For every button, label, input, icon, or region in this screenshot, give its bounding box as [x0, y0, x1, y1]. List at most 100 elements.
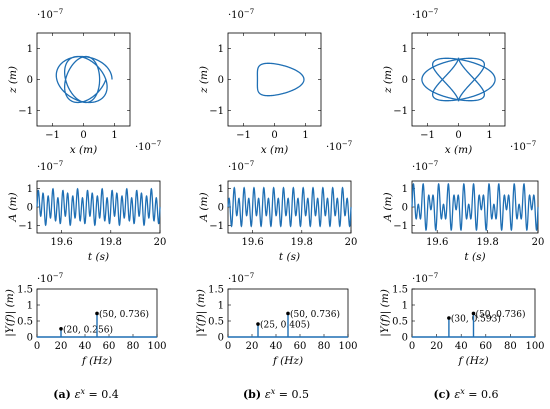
x-axis-label: x (m) [261, 144, 288, 156]
x-tick-label: 19.6 [426, 237, 448, 248]
x-axis-label: x (m) [70, 144, 97, 156]
x-tick-label: 60 [103, 341, 116, 352]
y-axis-label: z (m) [382, 66, 394, 94]
x-tick-label: −1 [45, 130, 60, 141]
x-tick-label: 40 [79, 341, 92, 352]
spectrum-peak-label: (50, 0.736) [99, 309, 149, 320]
scale-exponent-label: ·10−7 [326, 140, 352, 153]
scale-exponent-label: ·10−7 [37, 160, 63, 173]
time-plot-2: 19.6 19.8 20 −1 0 1 t (s) A (m) ·10−7 [382, 160, 544, 263]
orbit-curve [55, 55, 113, 104]
y-tick-label: 1 [27, 301, 33, 312]
y-tick-label: 1 [27, 184, 33, 195]
x-tick-label: 20 [246, 341, 259, 352]
y-axis-label: z (m) [7, 66, 19, 94]
y-tick-label: 0 [218, 203, 224, 214]
spectrum-peak-marker [286, 311, 290, 316]
scale-exponent-label: ·10−7 [37, 8, 63, 21]
scale-exponent-label: ·10−7 [228, 8, 254, 21]
y-tick-label: 0 [218, 333, 224, 344]
orbit-curve [421, 57, 496, 102]
x-tick-label: 20 [55, 341, 68, 352]
x-tick-label: 60 [294, 341, 307, 352]
subfigure-caption: (c) εx = 0.6 [433, 387, 498, 401]
y-tick-label: 1.5 [208, 285, 224, 296]
x-tick-label: 20 [345, 237, 358, 248]
scale-exponent-label: ·10−7 [412, 272, 438, 285]
x-tick-label: 19.8 [291, 237, 313, 248]
y-tick-label: 0 [27, 75, 33, 86]
y-tick-label: −1 [209, 221, 224, 232]
y-tick-label: −1 [209, 106, 224, 117]
scale-exponent-label: ·10−7 [510, 140, 536, 153]
x-tick-label: 0 [80, 130, 86, 141]
spectrum-peak-label: (30, 0.593) [451, 314, 501, 325]
x-tick-label: −1 [236, 130, 251, 141]
y-tick-label: 0 [218, 75, 224, 86]
x-axis-label: x (m) [445, 144, 472, 156]
x-tick-label: 1 [486, 130, 492, 141]
spectrum-peak-label: (20, 0.256) [63, 324, 113, 335]
y-tick-label: 1 [402, 301, 408, 312]
x-axis-label: t (s) [88, 251, 109, 263]
y-axis-label: |Y(f)| (m) [379, 289, 392, 337]
orbit-frame [411, 32, 506, 127]
time-signal-curve [411, 183, 539, 231]
y-tick-label: −1 [393, 106, 408, 117]
y-axis-label: A (m) [198, 192, 210, 222]
scale-exponent-label: ·10−7 [228, 272, 254, 285]
x-tick-label: 19.6 [50, 237, 72, 248]
y-axis-label: |Y(f)| (m) [195, 289, 208, 337]
orbit-plot-0: −1 0 1 −1 0 1 x (m) z (m) ·10−7 ·10−7 [7, 8, 161, 156]
y-tick-label: 0.5 [208, 317, 224, 328]
x-tick-label: 60 [479, 341, 492, 352]
x-axis-label: f (Hz) [272, 355, 303, 367]
x-tick-label: 20 [532, 237, 545, 248]
y-tick-label: −1 [18, 221, 33, 232]
x-tick-label: 0 [409, 341, 415, 352]
y-tick-label: 1 [402, 184, 408, 195]
orbit-frame [36, 32, 131, 127]
time-plot-1: 19.6 19.8 20 −1 0 1 t (s) A (m) ·10−7 [198, 160, 357, 263]
scale-exponent-label: ·10−7 [228, 160, 254, 173]
x-axis-label: t (s) [464, 251, 485, 263]
y-axis-label: z (m) [198, 66, 210, 94]
y-axis-label: |Y(f)| (m) [4, 289, 17, 337]
fft-plot-0: 0 20 40 60 80 100 0 0.5 1 1.5 (20, 0.256) (50, 0.73… [4, 272, 167, 367]
y-tick-label: 1 [402, 44, 408, 55]
x-axis-label: f (Hz) [81, 355, 112, 367]
spectrum-peak-label: (25, 0.405) [260, 320, 310, 331]
scale-exponent-label: ·10−7 [135, 140, 161, 153]
subfigure-caption: (a) εx = 0.4 [53, 387, 119, 401]
x-tick-label: 20 [154, 237, 167, 248]
scale-exponent-label: ·10−7 [412, 8, 438, 21]
x-tick-label: 80 [504, 341, 517, 352]
orbit-plot-1: −1 0 1 −1 0 1 x (m) z (m) ·10−7 ·10−7 [198, 8, 352, 156]
y-tick-label: 0 [27, 333, 33, 344]
x-tick-label: 0 [455, 130, 461, 141]
x-tick-label: 0 [225, 341, 231, 352]
y-tick-label: 1 [27, 44, 33, 55]
scale-exponent-label: ·10−7 [37, 272, 63, 285]
x-tick-label: 20 [430, 341, 443, 352]
time-signal-curve [36, 187, 161, 227]
x-tick-label: 0 [271, 130, 277, 141]
spectrum-peak-marker [447, 316, 451, 320]
y-tick-label: −1 [393, 221, 408, 232]
y-tick-label: 1 [218, 184, 224, 195]
x-axis-label: t (s) [279, 251, 300, 263]
spectrum-peak-label: (50, 0.736) [476, 309, 526, 320]
y-tick-label: 0 [402, 75, 408, 86]
spectrum-peak-label: (50, 0.736) [290, 309, 340, 320]
x-tick-label: 80 [127, 341, 140, 352]
orbit-frame [227, 32, 322, 127]
x-tick-label: 100 [338, 341, 357, 352]
spectrum-peak-marker [471, 311, 476, 316]
fft-plot-1: 0 20 40 60 80 100 0 0.5 1 1.5 (25, 0.405)(50, 0.73… [195, 272, 358, 367]
spectrum-peak-marker [59, 327, 63, 331]
orbit-curve [256, 62, 305, 97]
x-axis-label: f (Hz) [457, 355, 488, 367]
x-tick-label: 100 [147, 341, 166, 352]
x-tick-label: 19.8 [476, 237, 498, 248]
